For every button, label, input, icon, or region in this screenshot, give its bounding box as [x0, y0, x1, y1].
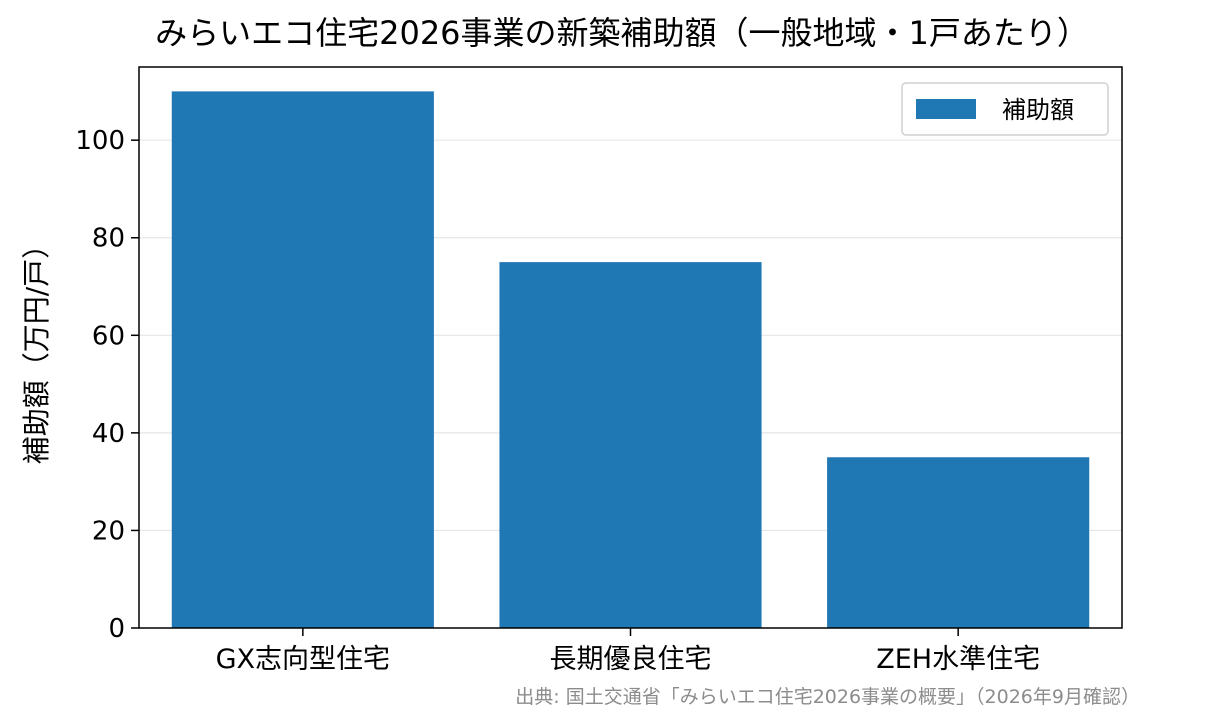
- x-tick-label: 長期優良住宅: [550, 644, 712, 675]
- bar: [499, 262, 762, 628]
- x-tick-label: GX志向型住宅: [216, 644, 390, 675]
- legend-swatch: [916, 99, 976, 119]
- y-tick-label: 60: [92, 321, 125, 351]
- y-tick-label: 0: [108, 614, 125, 644]
- legend-entry: 補助額: [1002, 96, 1074, 124]
- bars: [171, 91, 1090, 629]
- legend: 補助額: [901, 82, 1109, 136]
- x-axis-labels: GX志向型住宅 長期優良住宅 ZEH水準住宅: [216, 628, 1040, 675]
- y-axis-ticks: 0 20 40 60 80 100: [75, 126, 139, 644]
- x-tick-label: ZEH水準住宅: [876, 644, 1040, 675]
- y-axis-label: 補助額（万円/戸）: [20, 231, 53, 464]
- y-tick-label: 80: [92, 224, 125, 254]
- y-tick-label: 20: [92, 516, 125, 546]
- y-tick-label: 100: [75, 126, 125, 156]
- bar: [171, 91, 434, 629]
- plot-frame: [138, 66, 1123, 629]
- bar: [827, 457, 1090, 628]
- legend-box: [901, 82, 1109, 136]
- chart-title: みらいエコ住宅2026事業の新築補助額（一般地域・1戸あたり）: [155, 14, 1089, 52]
- y-tick-label: 40: [92, 419, 125, 449]
- source-note: 出典: 国土交通省「みらいエコ住宅2026事業の概要」（2026年9月確認）: [515, 686, 1140, 708]
